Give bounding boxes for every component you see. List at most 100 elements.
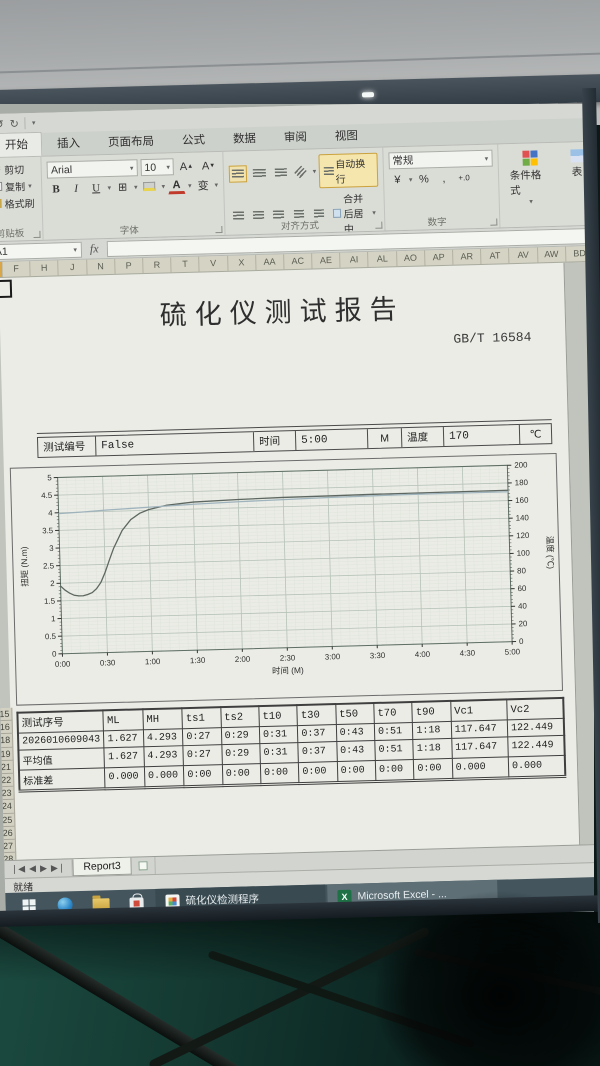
last-sheet-icon[interactable]: ▶❘ <box>50 862 66 873</box>
font-size-combo[interactable]: 10 ▾ <box>140 158 175 177</box>
cell[interactable]: 0:43 <box>336 740 376 762</box>
column-header-R[interactable]: R <box>143 257 172 274</box>
column-header-T[interactable]: T <box>171 256 200 273</box>
cell[interactable]: 平均值 <box>18 747 105 771</box>
info-cell-1[interactable]: False <box>95 432 255 456</box>
col-ML[interactable]: ML <box>103 709 144 731</box>
col-Vc1[interactable]: Vc1 <box>450 699 508 722</box>
cell[interactable]: 4.293 <box>143 728 184 747</box>
cell[interactable]: 0.000 <box>508 755 566 778</box>
cell[interactable]: 0:00 <box>375 759 415 782</box>
cell[interactable]: 0:29 <box>221 743 261 765</box>
cell[interactable]: 0:37 <box>298 741 338 763</box>
bold-button[interactable]: B <box>52 182 60 196</box>
shrink-font-button[interactable]: A ▼ <box>201 159 216 172</box>
number-format-combo[interactable]: 常规 ▾ <box>388 149 493 170</box>
column-header-AR[interactable]: AR <box>453 248 482 265</box>
grow-font-button[interactable]: A ▲ <box>179 160 194 173</box>
cell[interactable]: 122.449 <box>507 735 565 757</box>
col-Vc2[interactable]: Vc2 <box>506 697 564 720</box>
cell[interactable]: 1.627 <box>103 729 144 748</box>
col-ts2[interactable]: ts2 <box>220 706 260 728</box>
column-header-AL[interactable]: AL <box>368 251 398 267</box>
first-sheet-icon[interactable]: ❘◀ <box>10 863 26 874</box>
col-t10[interactable]: t10 <box>258 705 298 727</box>
cell[interactable]: 0:29 <box>221 726 260 745</box>
row-header-23[interactable]: 23 <box>0 786 15 801</box>
cell[interactable]: 0:37 <box>297 724 337 743</box>
ribbon-tab-页面布局[interactable]: 页面布局 <box>107 135 155 150</box>
col-ts1[interactable]: ts1 <box>182 707 222 729</box>
column-header-F[interactable]: F <box>2 261 31 277</box>
cell[interactable]: 122.449 <box>507 718 565 737</box>
column-header-AW[interactable]: AW <box>537 246 567 263</box>
name-box[interactable]: A1 ▾ <box>0 241 83 260</box>
cell[interactable]: 0:00 <box>298 761 338 784</box>
alignment-dialog-launcher[interactable] <box>375 221 383 229</box>
ribbon-tab-公式[interactable]: 公式 <box>181 134 206 148</box>
column-header-AE[interactable]: AE <box>312 252 341 269</box>
qat-dropdown-icon[interactable]: ▾ <box>31 119 36 128</box>
row-header-18[interactable]: 18 <box>0 734 14 748</box>
cell[interactable]: 1:18 <box>412 721 452 740</box>
orientation-button[interactable] <box>292 163 309 180</box>
column-header-AV[interactable]: AV <box>509 247 538 264</box>
cell[interactable]: 0:51 <box>374 722 414 741</box>
row-header-26[interactable]: 26 <box>0 826 16 841</box>
align-top-button[interactable] <box>229 164 248 183</box>
ribbon-tab-插入[interactable]: 插入 <box>56 137 81 151</box>
cell[interactable]: 0:27 <box>182 727 222 746</box>
selected-cell-a1[interactable] <box>0 279 13 299</box>
conditional-formatting-button[interactable]: 条件格式 ▾ <box>503 146 558 206</box>
info-cell-3[interactable]: 5:00 <box>295 429 369 451</box>
format-painter-button[interactable]: 格式刷 <box>0 194 37 212</box>
column-header-V[interactable]: V <box>199 255 229 272</box>
col-MH[interactable]: MH <box>142 708 183 730</box>
column-header-AP[interactable]: AP <box>424 249 454 266</box>
cell[interactable]: 0.000 <box>144 765 185 788</box>
cell[interactable]: 117.647 <box>450 719 508 739</box>
cell[interactable]: 0:51 <box>374 739 414 761</box>
column-header-AA[interactable]: AA <box>255 254 285 271</box>
cell[interactable]: 0:31 <box>259 725 299 744</box>
column-header-J[interactable]: J <box>58 259 88 276</box>
align-bottom-button[interactable] <box>271 164 290 181</box>
col-t70[interactable]: t70 <box>373 701 413 724</box>
cell[interactable]: 0:00 <box>337 760 376 783</box>
row-header-16[interactable]: 16 <box>0 720 13 735</box>
cell[interactable]: 0:43 <box>336 723 375 742</box>
row-header-27[interactable]: 27 <box>0 839 17 854</box>
currency-button[interactable]: ¥ <box>394 173 401 186</box>
column-header-N[interactable]: N <box>86 258 116 275</box>
col-t90[interactable]: t90 <box>412 700 451 723</box>
row-header-21[interactable]: 21 <box>0 760 15 775</box>
column-header-P[interactable]: P <box>114 258 144 274</box>
borders-button[interactable]: ⊞ <box>117 181 128 194</box>
percent-button[interactable]: % <box>418 172 429 186</box>
number-dialog-launcher[interactable] <box>489 218 498 226</box>
cell[interactable]: 0:31 <box>259 742 299 764</box>
sheet-tab-report3[interactable]: Report3 <box>72 857 132 877</box>
cell[interactable]: 1.627 <box>104 746 145 768</box>
decrease-decimal-button[interactable] <box>476 169 493 186</box>
column-header-AT[interactable]: AT <box>481 248 510 264</box>
wrap-text-button[interactable]: 自动换行 <box>318 152 379 189</box>
insert-worksheet-tab[interactable] <box>131 856 156 875</box>
column-header-AO[interactable]: AO <box>396 250 426 267</box>
cell[interactable]: 0:00 <box>183 764 223 787</box>
font-dialog-launcher[interactable] <box>215 225 223 234</box>
ribbon-tab-开始[interactable]: 开始 <box>0 131 43 158</box>
fx-icon[interactable]: fx <box>89 241 99 256</box>
row-header-25[interactable]: 25 <box>0 813 16 827</box>
prev-sheet-icon[interactable]: ◀ <box>28 863 37 874</box>
cell[interactable]: 117.647 <box>451 736 509 759</box>
increase-decimal-button[interactable]: +.0 <box>458 173 470 183</box>
column-header-X[interactable]: X <box>227 255 257 271</box>
ribbon-tab-视图[interactable]: 视图 <box>334 130 359 143</box>
cell[interactable]: 0.000 <box>104 766 145 789</box>
font-color-button[interactable]: A <box>167 176 186 195</box>
underline-button[interactable]: U <box>91 181 101 194</box>
italic-button[interactable]: I <box>74 182 79 195</box>
cut-button[interactable]: ✂剪切 <box>0 160 36 178</box>
cell[interactable]: 0:00 <box>260 762 300 785</box>
